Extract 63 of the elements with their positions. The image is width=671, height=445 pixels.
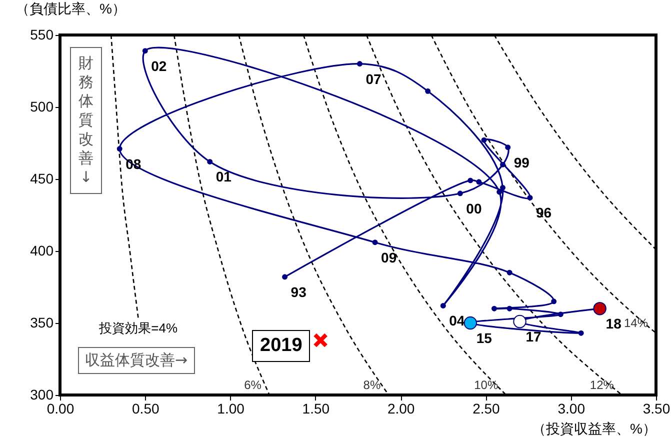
annotation: 財務体質改善↓ [70,47,102,194]
series-label: 8% [363,378,381,392]
x-tick-label: 1.50 [302,400,330,416]
annotation: 04 [449,312,465,329]
point [282,274,288,280]
point [551,298,557,304]
x-tick-label: 0.00 [46,400,74,416]
annotation: 07 [366,70,382,87]
x-tick-label: 3.50 [642,400,670,416]
point [527,194,533,200]
annotation: 09 [381,249,397,266]
point [372,240,378,246]
y-tick-label: 500 [30,98,54,114]
y-tick-label: 450 [30,170,54,186]
series-label: 10% [474,378,498,392]
annotation: 96 [536,204,552,221]
series-label: 6% [244,378,262,392]
x-tick-label: 2.00 [387,400,415,416]
y-tick-label: 350 [30,314,54,330]
x-tick-label: 1.00 [217,400,245,416]
y-axis-title: （負債比率、%） [16,0,126,16]
x-tick-label: 3.00 [558,400,586,416]
x-axis-title: （投資収益率、%） [532,420,656,436]
annotation: 2019 [252,330,310,362]
annotation: 01 [216,168,232,185]
series-label: 14% [624,316,648,330]
point [476,179,482,185]
annotation: 収益体質改善→ [78,347,195,374]
point [506,306,512,312]
y-tick-label: 400 [30,242,54,258]
point [481,137,487,143]
point [464,316,478,330]
x-tick-label: 0.50 [132,400,160,416]
point [142,48,148,54]
x-tick-label: 2.50 [472,400,500,416]
point [491,306,497,312]
y-tick-label: 300 [30,386,54,402]
point [425,88,431,94]
point [500,162,506,168]
series-label: 12% [590,378,614,392]
point [578,330,584,336]
annotation: 15 [476,330,492,346]
point [506,270,512,276]
point [207,158,213,164]
annotation: 02 [151,58,167,74]
point [356,61,362,67]
point [313,332,328,348]
point [468,178,474,184]
point [457,190,463,196]
point [500,184,506,190]
annotation: 99 [514,154,530,170]
annotation: 17 [526,328,542,345]
y-tick-label: 550 [30,26,54,42]
point [505,144,511,150]
annotation: 00 [466,200,482,216]
point [558,312,564,318]
annotation: 93 [290,284,307,300]
point [440,302,446,308]
point [116,146,122,152]
point [593,302,606,316]
series-label: 投資効果=4% [98,320,178,336]
point [513,314,526,328]
annotation: 18 [606,316,622,332]
